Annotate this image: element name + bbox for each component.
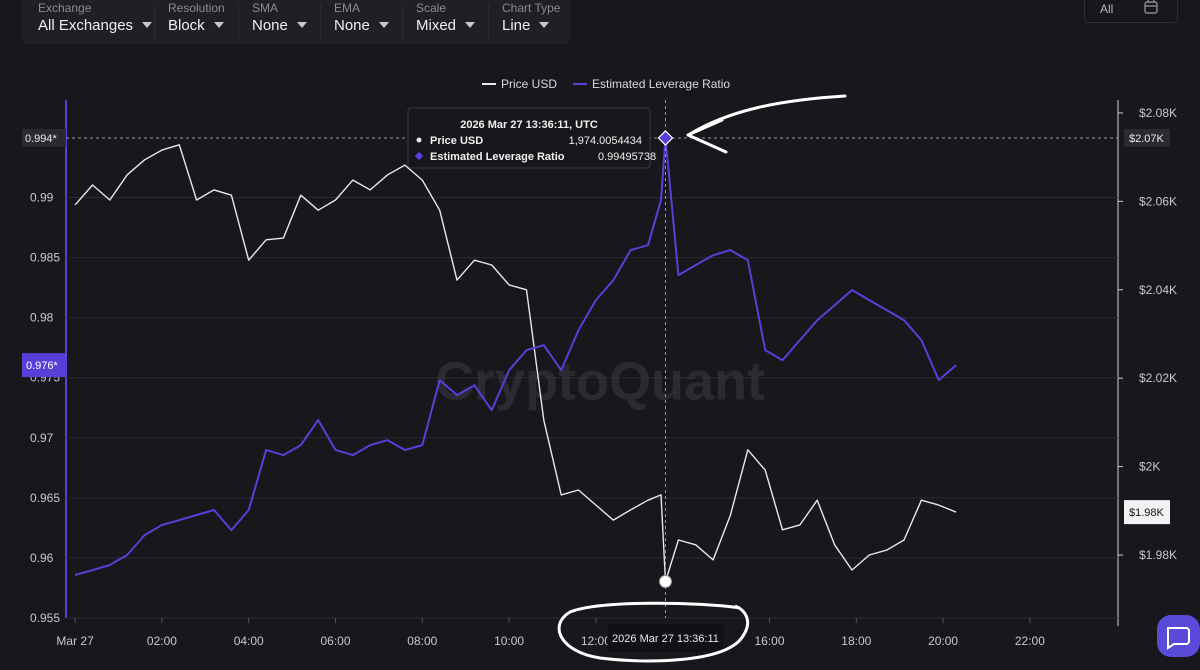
tooltip-bullet xyxy=(414,151,424,161)
separator xyxy=(154,4,155,40)
tooltip-value: 0.99495738 xyxy=(598,151,656,163)
tooltip-bullet xyxy=(416,137,422,143)
separator xyxy=(238,4,239,40)
x-tick-label: 18:00 xyxy=(841,634,871,648)
y2-last-tag-bg xyxy=(1124,500,1170,525)
x-tick-label: 20:00 xyxy=(928,634,958,648)
watermark: CryptoQuant xyxy=(435,351,765,411)
x-tick-label: 10:00 xyxy=(494,634,524,648)
caret xyxy=(378,22,389,28)
tooltip-series-name: Estimated Leverage Ratio xyxy=(430,151,565,163)
tooltip-box xyxy=(407,107,651,169)
y2-tick-label: $2.04K xyxy=(1139,283,1177,297)
y-tick-label: 0.99 xyxy=(30,191,54,205)
dropdown-value-text: Line xyxy=(502,17,531,34)
dropdown-label: Chart Type xyxy=(502,1,561,15)
x-tick-label: 02:00 xyxy=(147,634,177,648)
caret xyxy=(296,22,307,28)
dropdown-label: Exchange xyxy=(38,1,92,15)
x-crosshair-tag: 2026 Mar 27 13:36:11 xyxy=(612,633,719,645)
y-tick-label: 0.97 xyxy=(30,431,54,445)
series-line xyxy=(74,144,957,583)
range-box xyxy=(1084,0,1178,23)
dropdown-label: Resolution xyxy=(168,1,225,15)
x-tick-label: 06:00 xyxy=(320,634,350,648)
tooltip-title: 2026 Mar 27 13:36:11, UTC xyxy=(460,119,598,131)
x-tick-label: 22:00 xyxy=(1015,634,1045,648)
y-tick-label: 0.96 xyxy=(30,551,54,565)
dropdown-value-text: None xyxy=(252,17,288,34)
caret xyxy=(539,22,550,28)
y-tick-label: 0.985 xyxy=(30,251,60,265)
separator xyxy=(320,4,321,40)
legend-label: Price USD xyxy=(501,77,557,91)
annotation-arrow-head xyxy=(686,118,728,154)
y2-crosshair-tag: $2.07K xyxy=(1129,133,1165,145)
y2-crosshair-tag-bg xyxy=(1124,128,1170,147)
dropdown-value: Line xyxy=(502,17,550,34)
y-tick-label: 0.975 xyxy=(30,371,60,385)
hover-point xyxy=(658,575,672,589)
y-last-tag-bg xyxy=(22,353,66,378)
dropdown-value: None xyxy=(252,17,307,34)
x-crosshair-tag-bg xyxy=(607,624,724,652)
chat-icon xyxy=(1167,627,1190,650)
dropdown-value: All Exchanges xyxy=(38,17,153,34)
x-tick-label: 16:00 xyxy=(754,634,784,648)
dropdown-value-text: Mixed xyxy=(416,17,457,34)
caret xyxy=(142,22,153,28)
dropdown-value: None xyxy=(334,17,389,34)
y-tick-label: 0.965 xyxy=(30,491,60,505)
dropdown-label: Scale xyxy=(416,1,447,15)
y-crosshair-tag-bg xyxy=(22,128,66,147)
hover-point xyxy=(657,130,674,146)
caret xyxy=(465,22,476,28)
dropdown-value-text: All Exchanges xyxy=(38,17,134,34)
y2-tick-label: $2.08K xyxy=(1139,106,1177,120)
calendar-icon[interactable] xyxy=(1142,0,1162,18)
y-last-tag: 0.976* xyxy=(26,360,59,372)
range-button[interactable]: All xyxy=(1100,2,1114,16)
x-tick-label: Mar 27 xyxy=(56,634,94,648)
y-crosshair-tag: 0.994* xyxy=(25,133,58,145)
y2-tick-label: $1.98K xyxy=(1139,548,1177,562)
y2-tick-label: $2.06K xyxy=(1139,194,1177,208)
dropdown-label: SMA xyxy=(252,1,279,15)
separator xyxy=(402,4,403,40)
chat-button xyxy=(1157,615,1200,657)
dropdown-label: EMA xyxy=(334,1,361,15)
y-tick-label: 0.955 xyxy=(30,611,60,625)
y2-tick-label: $2K xyxy=(1139,460,1160,474)
dropdown-value-text: None xyxy=(334,17,370,34)
tooltip-value: 1,974.0054434 xyxy=(569,135,642,147)
dropdown-value: Block xyxy=(168,17,224,34)
x-tick-label: 12:00 xyxy=(581,634,611,648)
legend-label: Estimated Leverage Ratio xyxy=(592,77,730,91)
dropdown-value-text: Block xyxy=(168,17,205,34)
y2-last-tag: $1.98K xyxy=(1129,507,1165,519)
x-tick-label: 08:00 xyxy=(407,634,437,648)
caret xyxy=(213,22,224,28)
dropdown-value: Mixed xyxy=(416,17,476,34)
y-tick-label: 0.98 xyxy=(30,311,54,325)
x-tick-label: 04:00 xyxy=(234,634,264,648)
annotation-circle xyxy=(557,601,750,663)
tooltip-series-name: Price USD xyxy=(430,135,483,147)
series-line xyxy=(74,136,957,576)
toolbar: Exchange All Exchanges Resolution Block SMA N… xyxy=(22,0,570,44)
annotation-arrow xyxy=(688,94,847,136)
y2-tick-label: $2.02K xyxy=(1139,371,1177,385)
separator xyxy=(488,4,489,40)
